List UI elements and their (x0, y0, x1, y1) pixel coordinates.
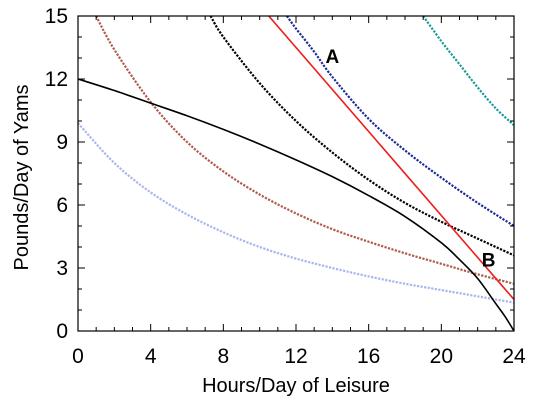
annotations-layer: AB (325, 47, 495, 272)
x-tick-label: 16 (357, 345, 380, 368)
minor-ticks-layer (77, 15, 515, 332)
series-curve-1 (95, 16, 514, 285)
curves-layer (78, 16, 514, 331)
x-tick-label: 20 (430, 345, 453, 368)
series-curve-4 (286, 16, 514, 227)
x-tick-label: 24 (502, 345, 526, 368)
series-curve-5 (422, 16, 514, 127)
y-tick-label: 9 (56, 131, 68, 154)
series-curve-6 (268, 16, 514, 301)
y-axis-label: Pounds/Day of Yams (11, 84, 33, 270)
y-tick-label: 6 (56, 194, 68, 217)
x-ticks-layer: 0 4 8 12 16 20 24 (72, 345, 526, 368)
x-axis-label: Hours/Day of Leisure (202, 375, 390, 397)
y-tick-label: 12 (45, 68, 68, 91)
x-tick-label: 4 (145, 345, 157, 368)
y-tick-label: 0 (56, 320, 68, 343)
y-tick-label: 3 (56, 257, 68, 280)
y-tick-label: 15 (45, 5, 68, 28)
point-label-b: B (482, 251, 496, 272)
x-tick-label: 8 (217, 345, 229, 368)
series-curve-0 (78, 122, 514, 304)
series-curve-2 (78, 78, 514, 331)
x-tick-label: 0 (72, 345, 84, 368)
x-tick-label: 12 (284, 345, 307, 368)
point-label-a: A (325, 47, 339, 68)
y-ticks-layer: 0 3 6 9 12 15 (45, 5, 68, 343)
series-curve-3 (209, 16, 514, 257)
